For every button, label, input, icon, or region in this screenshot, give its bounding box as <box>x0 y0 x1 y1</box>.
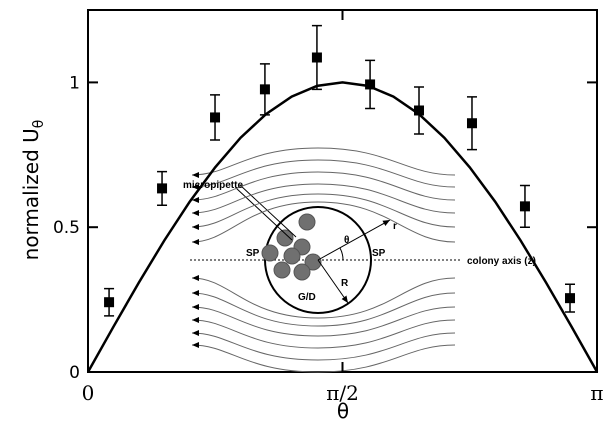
data-point <box>365 79 376 90</box>
data-point <box>519 201 530 212</box>
streamline <box>191 193 456 230</box>
y-tick-label: 0.5 <box>53 218 80 238</box>
streamline <box>191 330 456 361</box>
streamline <box>191 342 456 373</box>
data-point <box>259 84 270 95</box>
annotation: R <box>341 278 349 289</box>
data-point <box>311 52 322 63</box>
y-tick-label: 1 <box>69 73 80 93</box>
streamline <box>191 159 456 190</box>
fit-curve <box>86 81 599 373</box>
micropipette-line <box>235 187 293 241</box>
cells <box>261 213 322 281</box>
inset-diagram <box>190 147 460 373</box>
data-point <box>466 118 477 129</box>
R-arrow <box>317 259 349 304</box>
annotation: SP <box>246 248 260 259</box>
streamline <box>191 317 456 349</box>
theta-arc <box>339 247 344 261</box>
annotation: θ <box>344 235 349 246</box>
annotation: micropipette <box>183 180 243 191</box>
streamline <box>191 171 456 203</box>
streamline <box>191 183 456 216</box>
x-tick-label: 0 <box>82 381 95 405</box>
annotation: G/D <box>298 292 316 303</box>
x-tick-label: π <box>590 381 603 405</box>
annotation: SP <box>372 248 386 259</box>
y-tick-label: 0 <box>69 363 80 383</box>
r-arrow <box>317 219 391 261</box>
streamline <box>191 290 456 327</box>
data-point <box>210 112 221 123</box>
streamline <box>191 147 456 178</box>
data-point <box>414 105 425 116</box>
annotation: r <box>393 221 397 232</box>
streamline <box>191 275 456 319</box>
x-tick-label: π/2 <box>326 381 359 405</box>
annotation: colony axis (z) <box>467 256 536 267</box>
streamline <box>191 304 456 337</box>
data-point <box>104 297 115 308</box>
data-point <box>157 183 168 194</box>
x-axis-label: θ <box>337 399 349 423</box>
colony <box>264 206 372 314</box>
micropipette-line <box>239 184 297 238</box>
streamline <box>191 201 456 245</box>
y-axis-label: normalized Uθ <box>19 120 47 261</box>
data-point <box>565 293 576 304</box>
